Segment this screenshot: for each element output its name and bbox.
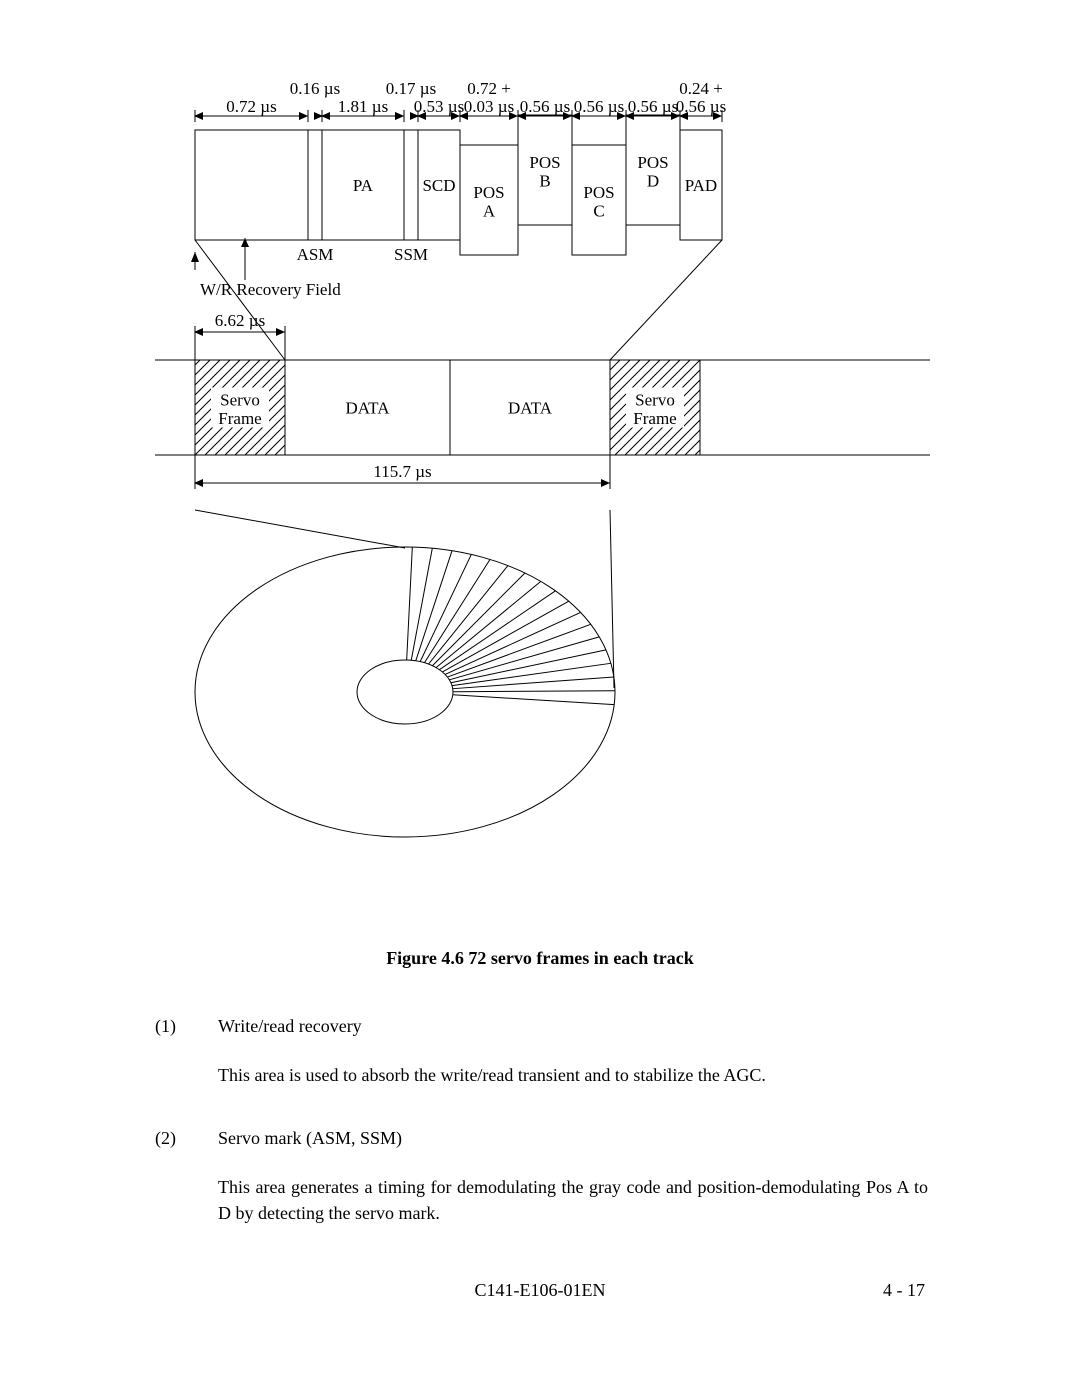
svg-text:SSM: SSM [394,245,428,264]
svg-text:0.72 +: 0.72 + [467,79,511,98]
section-title-1: Write/read recovery [218,1016,362,1037]
svg-text:PA: PA [353,176,374,195]
svg-text:POSA: POSA [473,183,504,221]
svg-text:ServoFrame: ServoFrame [218,391,261,429]
svg-text:6.62 µs: 6.62 µs [215,311,265,330]
svg-text:ASM: ASM [297,245,334,264]
svg-text:0.03 µs: 0.03 µs [464,97,514,116]
svg-text:0.17 µs: 0.17 µs [386,79,436,98]
svg-text:PAD: PAD [685,176,717,195]
section-number-2: (2) [155,1128,176,1149]
svg-text:DATA: DATA [346,399,391,418]
svg-text:SCD: SCD [422,176,455,195]
servo-frame-diagram: 0.72 µs 0.16 µs ASM PA 1.81 µs0.17 µs SSM SCD 0… [0,70,1080,910]
svg-text:DATA: DATA [508,399,553,418]
section-body-2: This area generates a timing for demodul… [218,1174,928,1226]
page: 0.72 µs 0.16 µs ASM PA 1.81 µs0.17 µs SSM SCD 0… [0,0,1080,1397]
section-number-1: (1) [155,1016,176,1037]
svg-text:1.81 µs: 1.81 µs [338,97,388,116]
svg-text:0.72 µs: 0.72 µs [226,97,276,116]
svg-text:0.56 µs: 0.56 µs [574,97,624,116]
footer-page-number: 4 - 17 [883,1280,925,1301]
svg-text:W/R Recovery Field: W/R Recovery Field [200,280,341,299]
svg-text:0.16 µs: 0.16 µs [290,79,340,98]
svg-text:0.56 µs: 0.56 µs [520,97,570,116]
svg-text:POSD: POSD [637,153,668,191]
svg-text:0.56 µs: 0.56 µs [628,97,678,116]
svg-text:0.56 µs: 0.56 µs [676,97,726,116]
svg-text:115.7 µs: 115.7 µs [373,462,431,481]
svg-text:POSC: POSC [583,183,614,221]
svg-text:ServoFrame: ServoFrame [633,391,676,429]
svg-text:0.24 +: 0.24 + [679,79,723,98]
section-title-2: Servo mark (ASM, SSM) [218,1128,402,1149]
svg-text:POSB: POSB [529,153,560,191]
figure-caption: Figure 4.6 72 servo frames in each track [0,948,1080,969]
svg-text:0.53 µs: 0.53 µs [414,97,464,116]
section-body-1: This area is used to absorb the write/re… [218,1062,928,1088]
